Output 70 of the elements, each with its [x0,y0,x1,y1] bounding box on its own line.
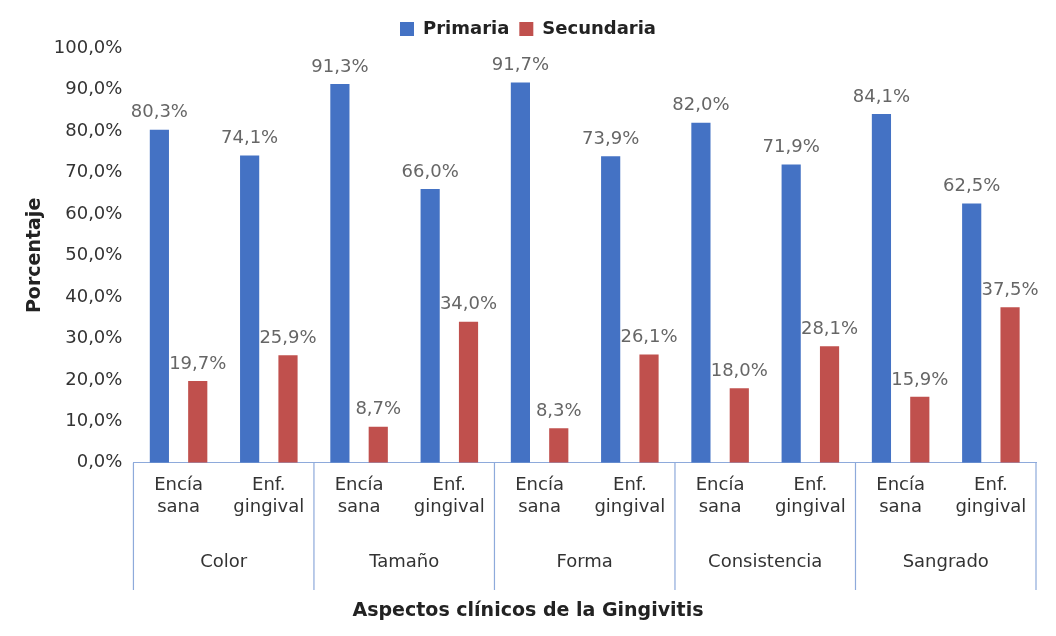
x-tick-label: Enf. gingival [955,473,1027,516]
data-label: 80,3% [130,100,188,122]
bar [458,321,479,463]
bar [510,82,530,463]
data-label: 28,1% [800,316,859,338]
bar [420,189,440,463]
text: Sangrado [902,550,989,572]
y-tick-label: 20,0% [65,367,123,389]
data-label: 26,1% [620,325,678,347]
bar [188,381,208,463]
bar [871,113,892,463]
x-tick-label: Encía sana [876,473,925,516]
bar [330,84,350,463]
legend-label: Primaria [422,16,510,38]
data-label: 73,9% [582,126,640,148]
text: Color [200,550,248,572]
data-label: 91,3% [311,54,369,76]
y-tick-label: 80,0% [65,118,123,140]
x-tick-label: Encía sana [515,473,564,516]
bar [368,426,388,463]
x-tick-label: Encía sana [334,473,384,516]
y-tick-label: 60,0% [65,201,123,223]
y-tick-label: 70,0% [65,160,123,182]
legend-label: Secundaria [542,16,657,38]
text: Tamaño [368,550,440,572]
bar [639,354,659,463]
data-label: 8,3% [535,399,582,421]
y-tick-label: 50,0% [65,243,123,265]
x-tick-label: Encía sana [695,473,745,516]
x-tick-label: Encía sana [154,473,203,516]
y-tick-label: 10,0% [65,408,123,430]
bar [781,164,801,463]
bar [278,355,298,463]
data-label: 62,5% [943,174,1001,196]
y-tick-label: 40,0% [65,284,123,306]
text: Consistencia [708,550,823,572]
bar [149,129,169,463]
x-tick-label: Enf. gingival [233,473,305,516]
data-label: 19,7% [169,351,227,373]
x-tick-label: Enf. gingival [413,473,485,516]
data-label: 25,9% [259,326,317,348]
data-label: 37,5% [981,277,1039,299]
y-tick-label: 30,0% [65,326,123,348]
y-tick-label: 0,0% [76,450,123,472]
data-label: 34,0% [439,292,498,314]
bar [549,428,569,463]
bar [691,122,711,463]
data-label: 82,0% [672,93,730,115]
y-axis-title: Porcentaje [22,197,45,314]
y-tick-label: 100,0% [53,35,123,57]
y-tick-label: 90,0% [65,77,123,99]
x-axis-title: Aspectos clínicos de la Gingivitis [351,598,705,620]
bar [962,203,982,463]
bar [729,388,749,463]
data-label: 66,0% [401,159,459,181]
data-label: 71,9% [762,135,820,157]
bar [819,346,840,463]
bar [601,156,621,463]
bar [1000,307,1020,463]
data-label: 8,7% [355,397,402,419]
text: Forma [556,550,613,572]
data-label: 84,1% [852,84,911,106]
x-tick-label: Enf. gingival [774,473,846,516]
data-label: 74,1% [221,126,279,148]
data-label: 18,0% [710,358,768,380]
bar [910,396,930,463]
data-label: 15,9% [891,367,949,389]
x-tick-label: Enf. gingival [594,473,666,516]
data-label: 91,7% [491,53,549,75]
bar [240,155,260,463]
